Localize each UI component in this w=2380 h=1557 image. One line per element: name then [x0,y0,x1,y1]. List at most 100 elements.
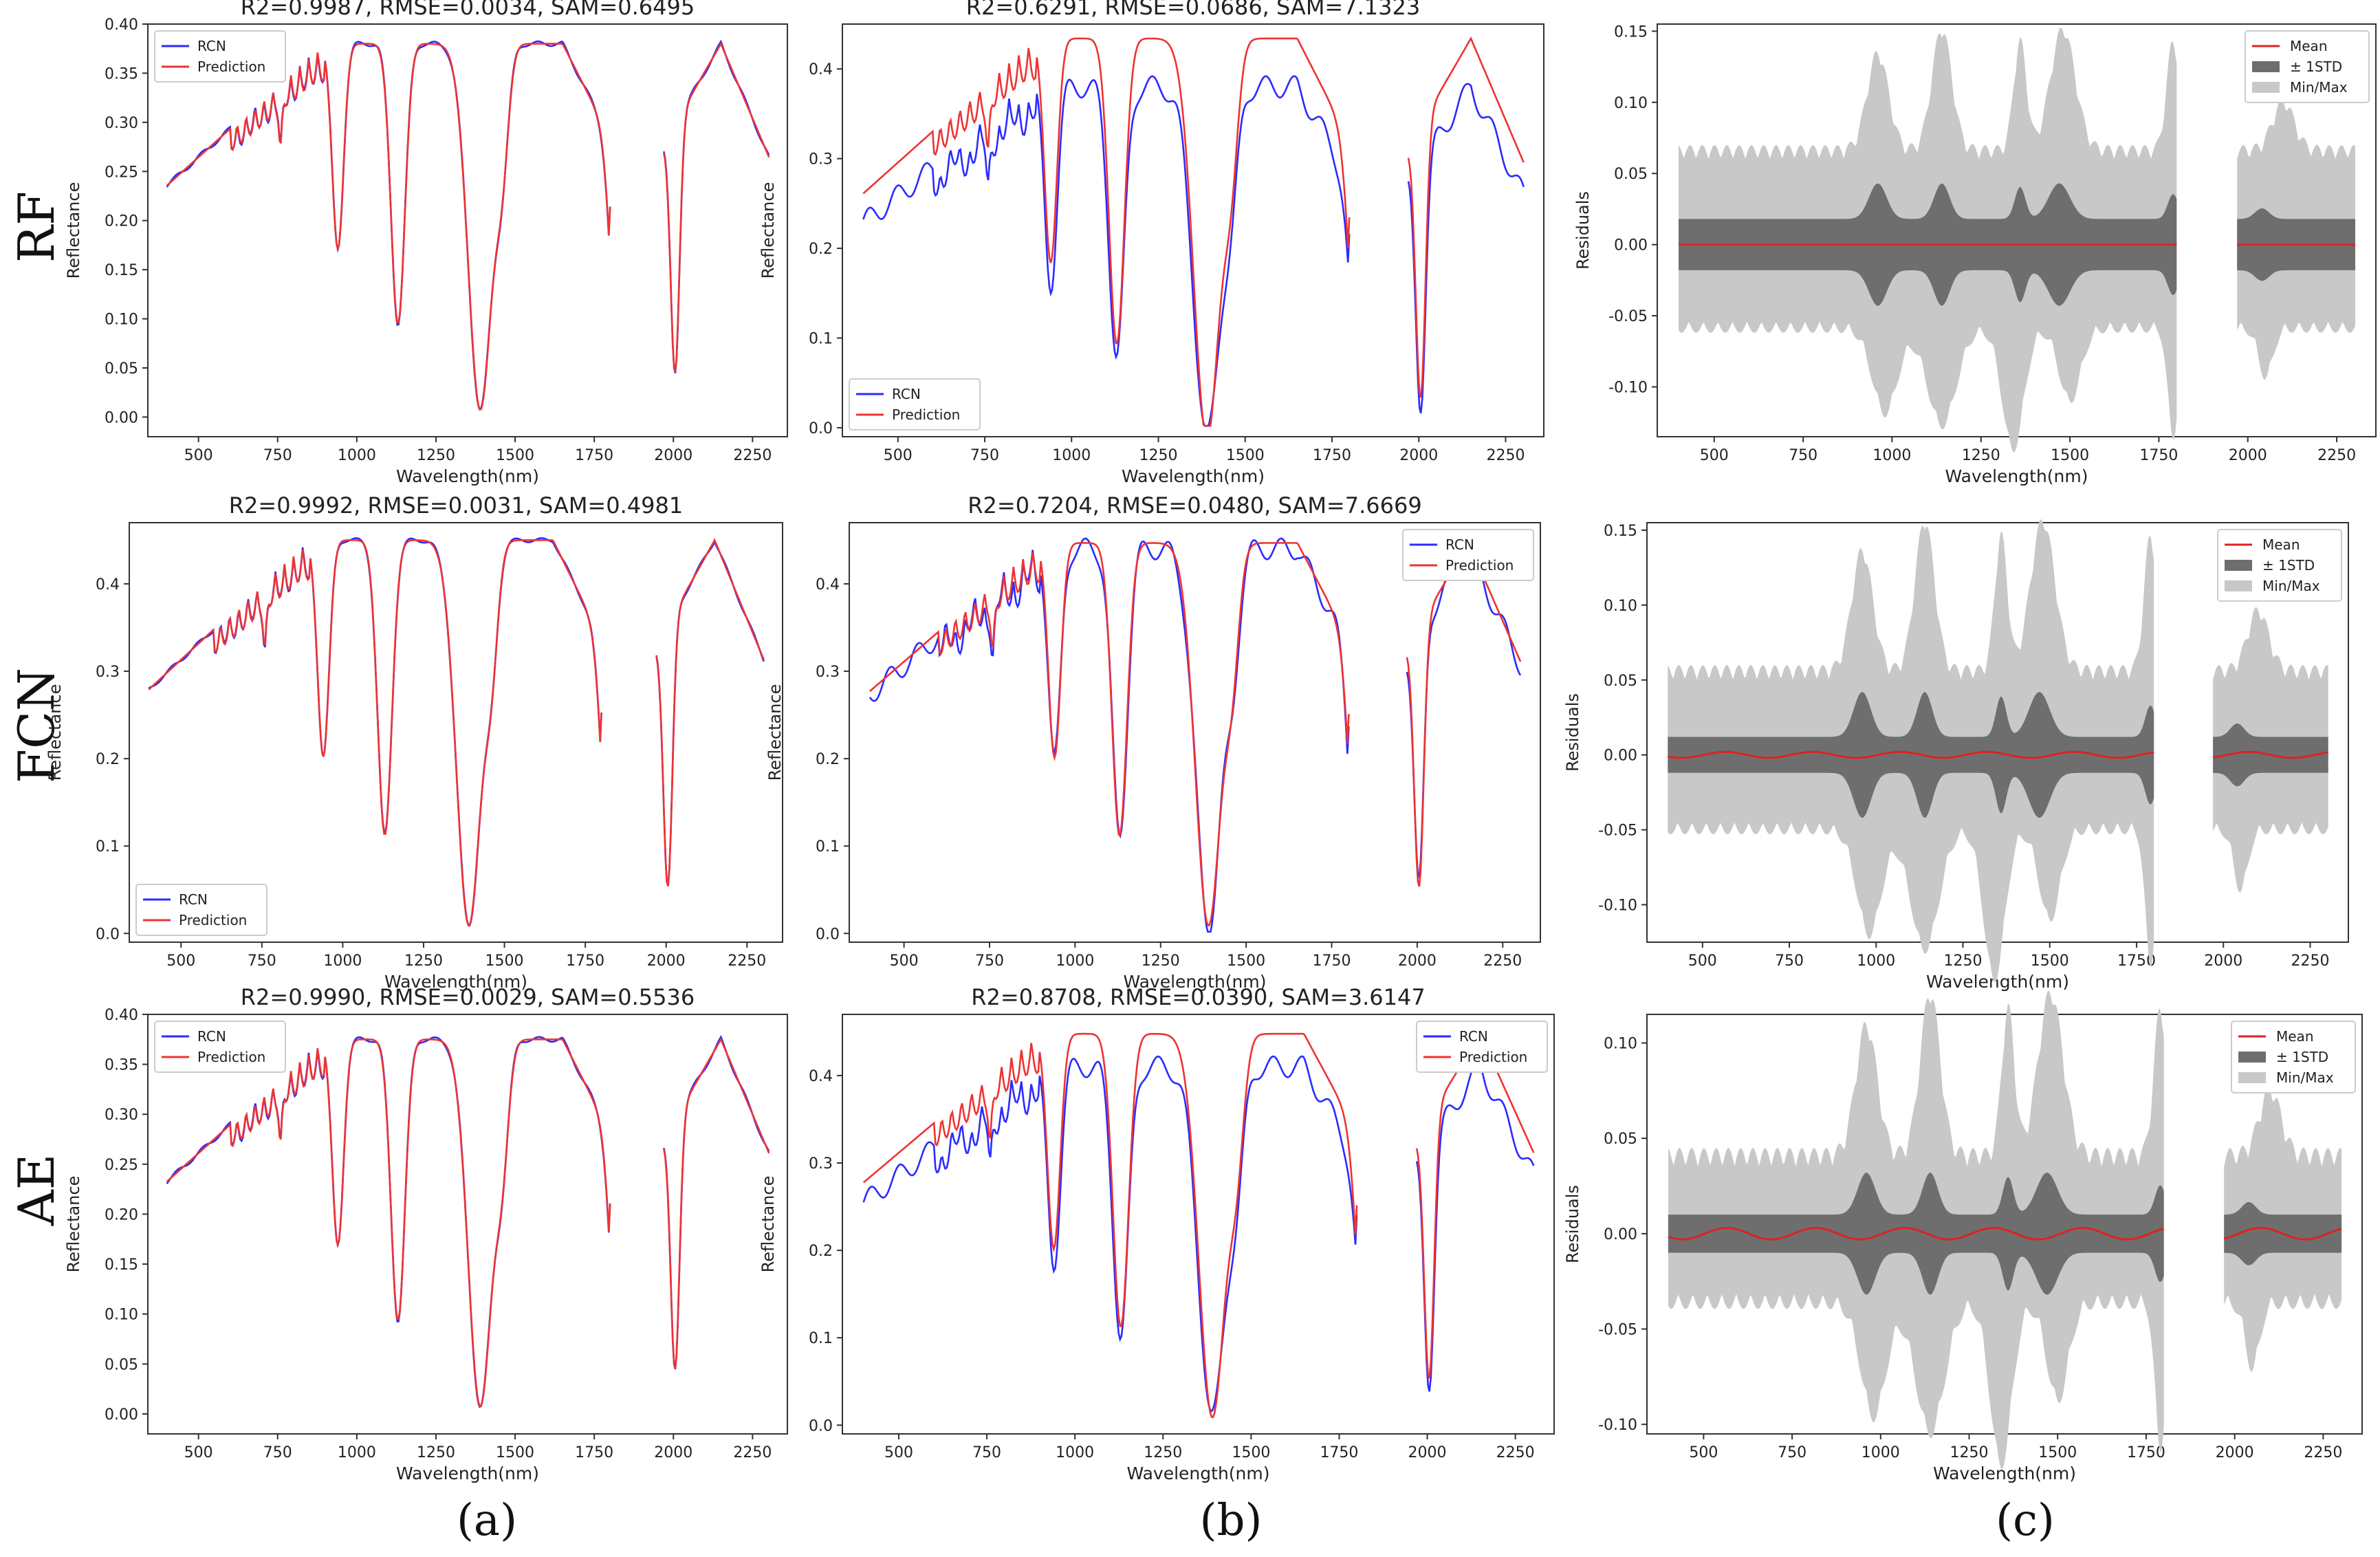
x-axis-label: Wavelength(nm) [1945,466,2088,486]
plot-area [147,1014,788,1435]
y-tick-label: 0.10 [105,312,138,329]
y-tick-label: 0.2 [816,751,840,768]
chart-title: R2=0.9992, RMSE=0.0031, SAM=0.4981 [229,492,683,519]
x-tick-label: 750 [970,447,999,464]
rcn-series-line [1407,83,1525,414]
legend-swatch-minmax [2225,580,2252,591]
x-tick-label: 2250 [2291,952,2329,970]
x-tick-label: 2250 [1486,447,1525,464]
x-tick-label: 1250 [1950,1444,1989,1461]
x-tick-label: 1250 [417,1444,455,1461]
legend-label-rcn: RCN [1459,1028,1488,1045]
y-tick-label: 0.25 [105,1157,138,1174]
x-tick-label: 1500 [1227,952,1265,970]
y-tick-label: 0.20 [105,213,138,230]
legend-swatch-std [2252,61,2280,72]
x-tick-label: 500 [1688,952,1717,970]
legend-swatch-std [2238,1052,2266,1063]
x-tick-label: 2000 [647,952,686,970]
y-axis-label: Reflectance [64,1176,83,1273]
x-tick-label: 1500 [496,1444,534,1461]
y-tick-label: 0.35 [105,65,138,83]
x-tick-label: 2000 [2204,952,2242,970]
y-tick-label: -0.10 [1598,897,1637,915]
legend-label-prediction: Prediction [197,58,265,75]
x-tick-label: 2250 [733,1444,772,1461]
legend-label-rcn: RCN [179,891,208,908]
legend-box [135,884,268,936]
x-tick-label: 1250 [1962,447,2000,464]
panel-ae-c: 500 750 1000 1250 1500 1750 2000 2250 Wavelength… [1563,990,2363,1483]
chart-title: R2=0.7204, RMSE=0.0480, SAM=7.6669 [968,492,1421,519]
x-tick-label: 1250 [1144,1444,1182,1461]
chart-title: R2=0.6291, RMSE=0.0686, SAM=7.1323 [966,0,1420,20]
y-tick-label: 0.05 [1614,166,1648,183]
prediction-series-line [166,1038,611,1408]
y-tick-label: 0.0 [809,1417,833,1435]
y-tick-label: 0.20 [105,1206,138,1223]
y-tick-label: 0.3 [809,1155,833,1173]
y-axis-label: Reflectance [765,684,785,781]
legend-swatch-minmax [2238,1072,2266,1083]
y-tick-label: 0.1 [809,331,833,348]
y-tick-label: 0.1 [809,1330,833,1347]
y-tick-label: 0.1 [816,838,840,856]
legend-box [1416,1021,1548,1073]
y-axis-label: Reflectance [64,182,83,279]
legend: RCN Prediction [1402,529,1534,581]
column-label-c: (c) [1996,1495,2055,1546]
y-tick-label: 0.2 [809,1243,833,1260]
y-axis-label: Reflectance [45,684,65,781]
y-tick-label: 0.2 [96,751,120,768]
x-tick-label: 1500 [496,447,534,464]
x-tick-label: 2000 [1408,1444,1447,1461]
y-tick-label: 0.25 [105,164,138,181]
x-tick-label: 1000 [1052,447,1091,464]
x-tick-label: 1500 [2031,952,2069,970]
legend-label-rcn: RCN [1445,536,1474,553]
y-tick-label: 0.40 [105,1007,138,1024]
y-tick-label: -0.10 [1598,1417,1637,1434]
x-axis-label: Wavelength(nm) [396,1463,539,1483]
x-tick-label: 1750 [1313,952,1351,970]
y-tick-label: -0.10 [1608,380,1648,397]
x-tick-label: 750 [972,1444,1001,1461]
chart-title: R2=0.9987, RMSE=0.0034, SAM=0.6495 [241,0,695,20]
prediction-series-line [663,1037,770,1370]
x-tick-label: 1250 [404,952,443,970]
prediction-series-line [166,43,611,411]
y-tick-label: 0.00 [1614,237,1648,254]
legend: RCN Prediction [1416,1021,1548,1073]
panel-fcn-a: R2=0.9992, RMSE=0.0031, SAM=0.4981 500 750… [45,492,783,992]
y-tick-label: 0.30 [105,115,138,132]
x-tick-label: 2250 [728,952,766,970]
legend: Mean ± 1STD Min/Max [2245,30,2370,103]
x-tick-label: 1750 [1320,1444,1358,1461]
rcn-series-line [862,75,1351,427]
x-tick-label: 2250 [733,447,772,464]
x-tick-label: 2250 [1496,1444,1535,1461]
y-tick-label: 0.05 [105,1356,138,1373]
y-tick-label: 0.05 [1604,673,1637,690]
x-axis-label: Wavelength(nm) [1126,1463,1269,1483]
y-tick-label: 0.10 [105,1307,138,1324]
x-tick-label: 500 [184,447,213,464]
mean-line [1668,750,2154,759]
x-tick-label: 750 [263,447,292,464]
panel-rf-b: R2=0.6291, RMSE=0.0686, SAM=7.1323 500 750… [758,0,1544,486]
std-band [1668,692,2154,818]
column-label-b: (b) [1200,1495,1263,1546]
y-tick-label: 0.15 [1604,523,1637,540]
x-tick-label: 1750 [566,952,604,970]
legend-label-prediction: Prediction [1459,1049,1527,1065]
legend-label-prediction: Prediction [179,912,247,928]
x-tick-label: 750 [1778,1444,1806,1461]
legend-label-rcn: RCN [892,386,921,402]
x-tick-label: 750 [263,1444,292,1461]
legend-label-prediction: Prediction [892,406,960,423]
x-tick-label: 500 [890,952,919,970]
y-tick-label: 0.05 [105,360,138,378]
row-label-ae: AE [8,1154,65,1227]
x-tick-label: 1750 [575,1444,613,1461]
chart-title: R2=0.8708, RMSE=0.0390, SAM=3.6147 [971,984,1425,1010]
